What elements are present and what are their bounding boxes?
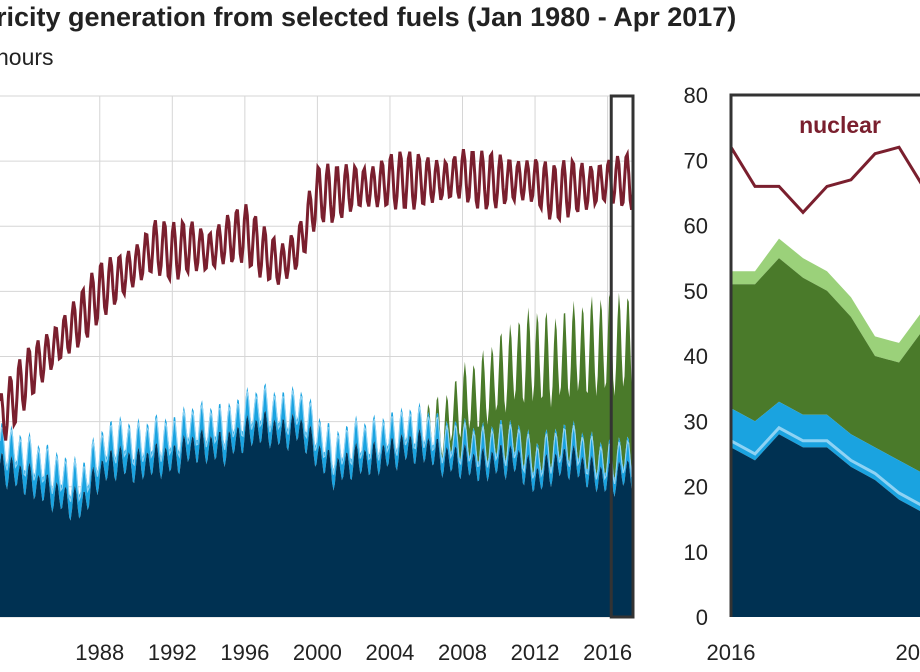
inset-natural-gas-area [731,258,920,472]
inset-nuclear-line [729,145,920,215]
inset-frame-border [729,93,920,617]
inset-x-tick-label: 2016 [707,640,756,665]
main-nuclear-line [0,148,635,441]
inset-y-tick-label: 80 [684,83,708,108]
inset-petroleum-highlight [730,425,920,507]
main-petroleum-highlight [0,385,634,503]
main-x-tick-label: 2000 [293,640,342,665]
main-x-tick-label: 2012 [511,640,560,665]
inset-x-tick-labels: 2016 20 [707,640,920,665]
inset-y-tick-label: 40 [684,344,708,369]
main-x-tick-labels: 1988 1992 1996 2000 2004 2008 2012 2016 [75,640,632,665]
main-plot-area [0,148,635,617]
main-petroleum-area [0,383,633,521]
inset-frame [729,93,920,617]
inset-y-tick-label: 20 [684,475,708,500]
inset-coal-area [731,434,920,617]
inset-y-tick-label: 30 [684,409,708,434]
inset-y-tick-label: 10 [684,540,708,565]
main-highlight-frame [609,94,635,619]
main-x-tick-label: 2016 [583,640,632,665]
main-x-tick-label: 1996 [220,640,269,665]
inset-y-tick-label: 0 [696,605,708,630]
main-highlight-box [609,94,635,619]
main-coal-area [0,410,633,617]
inset-y-tick-labels: 0 10 20 30 40 50 60 70 80 [684,83,708,630]
main-x-tick-label: 2004 [365,640,414,665]
inset-plot-area [729,145,920,617]
inset-y-tick-label: 60 [684,214,708,239]
nuclear-annotation: nuclear [799,112,881,138]
inset-y-tick-label: 50 [684,279,708,304]
inset-x-tick-label: 20 [896,640,920,665]
inset-y-tick-label: 70 [684,148,708,173]
main-x-tick-label: 2008 [438,640,487,665]
y-axis-unit-label: hours [0,44,54,70]
chart-title: ricity generation from selected fuels (J… [0,2,737,32]
main-x-tick-label: 1988 [75,640,124,665]
main-x-tick-label: 1992 [148,640,197,665]
inset-natural-gas-light-area [731,238,920,363]
